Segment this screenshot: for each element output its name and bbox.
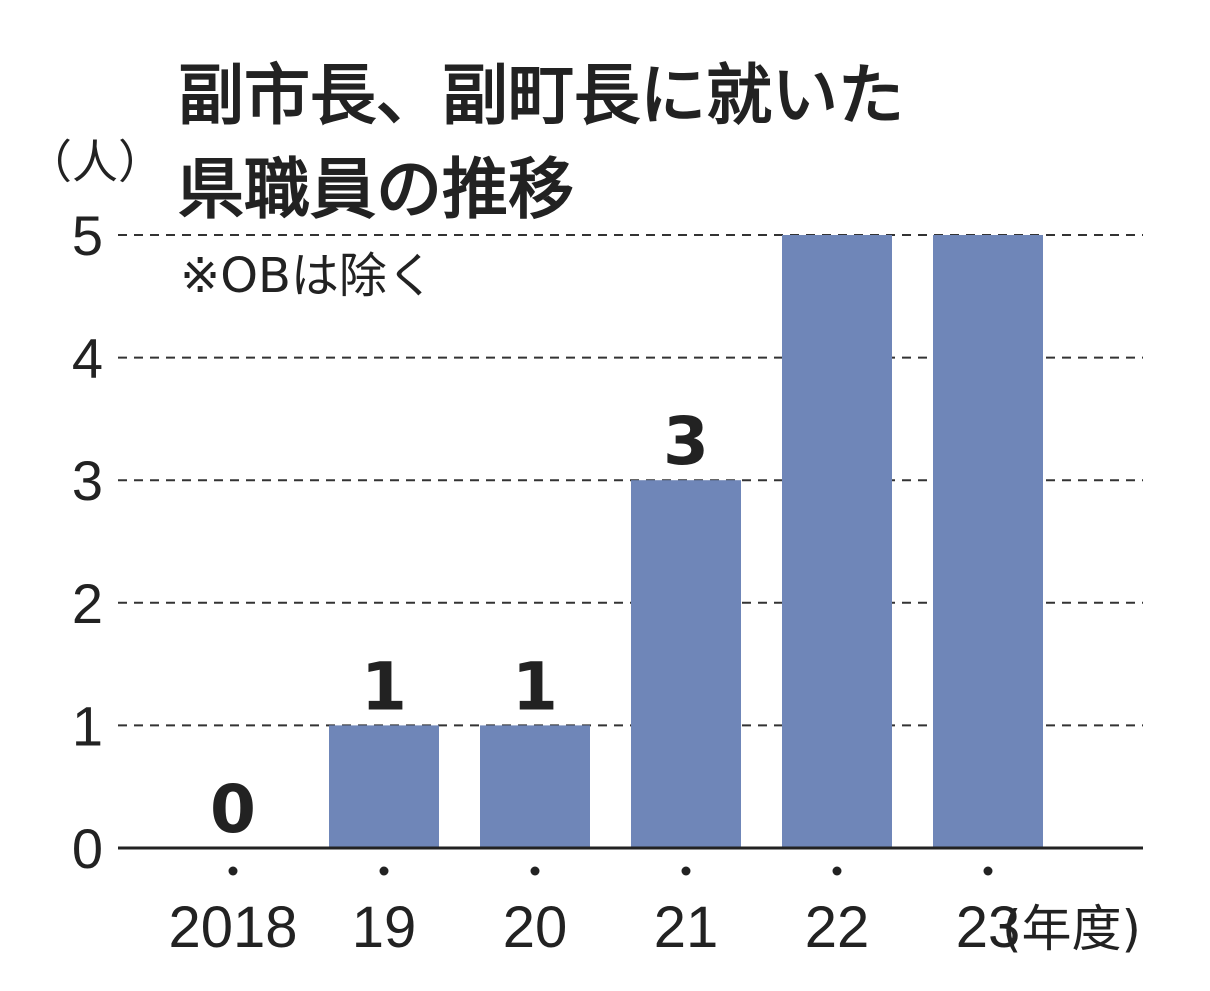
x-tick-mark-23 [983,866,993,876]
y-tick-label-1: 1 [72,694,103,757]
x-tick-label-20: 20 [503,895,568,960]
x-tick-labels: 2018 19 20 21 22 23 [168,866,1021,960]
data-label-19: 1 [361,648,407,725]
x-tick-label-21: 21 [654,895,719,960]
x-tick-label-2018: 2018 [168,895,297,960]
x-tick-mark-21 [681,866,691,876]
data-label-20: 1 [512,648,558,725]
title-backing [170,40,1100,230]
chart-note: ※OBは除く [180,248,435,304]
chart-title-line-1: 副市長、副町長に就いた [178,57,904,134]
chart-title-line-2: 県職員の推移 [178,151,574,228]
y-tick-label-3: 3 [72,449,103,512]
bars [178,235,1043,848]
x-axis-unit: (年度) [1002,900,1141,958]
y-axis-unit: （人） [26,135,164,189]
data-label-21: 3 [663,403,709,480]
bar-22 [782,235,892,848]
x-tick-mark-2018 [228,866,238,876]
x-tick-mark-20 [530,866,540,876]
x-tick-mark-19 [379,866,389,876]
bar-19 [329,725,439,848]
x-tick-label-23: 23 [956,895,1021,960]
bar-20 [480,725,590,848]
data-label-2018: 0 [210,771,256,848]
y-tick-labels: 0 1 2 3 4 5 [72,204,103,880]
y-tick-label-5: 5 [72,204,103,267]
x-tick-mark-22 [832,866,842,876]
bar-21 [631,480,741,848]
x-tick-label-22: 22 [805,895,870,960]
y-tick-label-4: 4 [72,327,103,390]
x-tick-label-19: 19 [352,895,417,960]
bar-23 [933,235,1043,848]
y-tick-label-2: 2 [72,572,103,635]
y-tick-label-0: 0 [72,817,103,880]
note-backing [170,238,570,308]
